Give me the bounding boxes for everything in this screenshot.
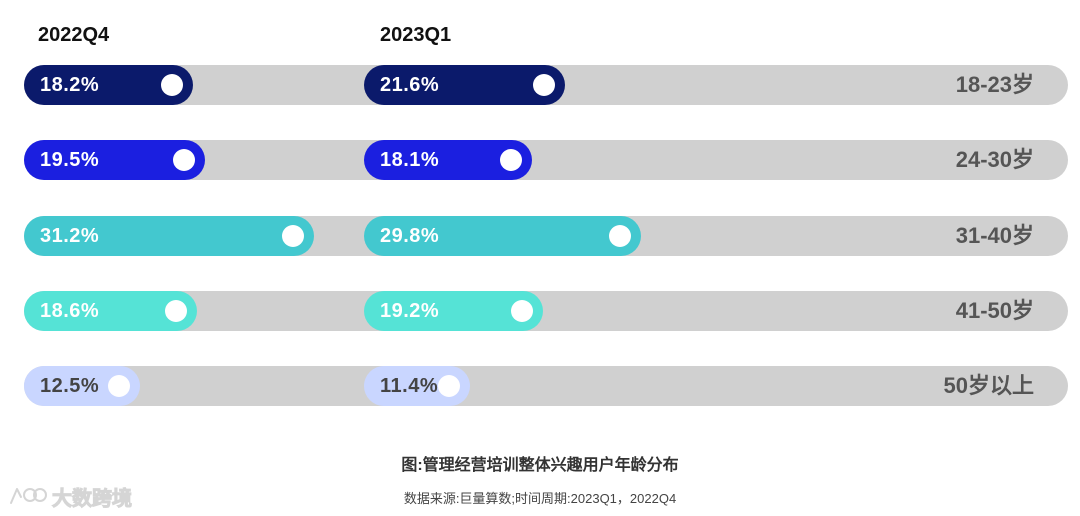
bar-2023q1-4: 19.2% (364, 291, 543, 331)
bar-end-knob (108, 375, 131, 397)
bar-2023q1-2: 18.1% (364, 140, 533, 180)
chart-caption: 图:管理经营培训整体兴趣用户年龄分布 (401, 457, 679, 474)
bar-2023q1-1: 21.6% (364, 65, 565, 105)
bar-2022q4-3: 31.2% (24, 216, 315, 256)
category-label: 31-40岁 (955, 223, 1034, 248)
bar-2023q1-5: 11.4% (364, 366, 471, 406)
period-label-2022q4: 2022Q4 (38, 24, 110, 46)
bar-track: 19.5% 18.1% 24-30岁 (24, 140, 1068, 180)
category-label: 41-50岁 (955, 298, 1034, 323)
bar-value-label: 19.5% (40, 149, 100, 171)
bar-track: 18.6% 19.2% 41-50岁 (24, 291, 1068, 331)
bar-2023q1-3: 29.8% (364, 216, 642, 256)
bar-end-knob (609, 225, 632, 247)
bar-end-knob (500, 149, 523, 171)
bar-track: 18.2% 21.6% 18-23岁 (24, 65, 1068, 105)
bar-value-label: 12.5% (40, 375, 100, 397)
category-label: 18-23岁 (955, 72, 1034, 97)
bar-end-knob (510, 300, 533, 322)
bar-end-knob (164, 300, 187, 322)
bar-2022q4-4: 18.6% (24, 291, 197, 331)
logo-icon (10, 488, 47, 504)
period-label-2023q1: 2023Q1 (380, 24, 452, 46)
bar-end-knob (161, 74, 184, 96)
bar-value-label: 29.8% (380, 225, 440, 247)
bar-value-label: 18.6% (40, 300, 100, 322)
data-source: 数据来源:巨量算数;时间周期:2023Q1，2022Q4 (403, 491, 677, 506)
bar-value-label: 21.6% (380, 74, 440, 96)
bar-2022q4-1: 18.2% (24, 65, 194, 105)
bar-track: 12.5% 11.4% 50岁以上 (24, 366, 1068, 406)
bar-track: 31.2% 29.8% 31-40岁 (24, 216, 1068, 256)
bar-value-label: 18.1% (380, 149, 440, 171)
category-label: 24-30岁 (955, 147, 1034, 172)
bar-2022q4-5: 12.5% (24, 366, 141, 406)
bar-end-knob (282, 225, 305, 247)
bar-value-label: 18.2% (40, 74, 100, 96)
bar-end-knob (532, 74, 555, 96)
bar-2022q4-2: 19.5% (24, 140, 206, 180)
bar-value-label: 11.4% (380, 375, 439, 397)
bar-end-knob (173, 149, 196, 171)
watermark-text: 大数跨境 (52, 487, 133, 510)
bar-end-knob (438, 375, 461, 397)
bar-value-label: 19.2% (380, 300, 440, 322)
watermark: 大数跨境 (8, 481, 133, 511)
category-label: 50岁以上 (943, 373, 1034, 398)
bar-value-label: 31.2% (40, 225, 100, 247)
